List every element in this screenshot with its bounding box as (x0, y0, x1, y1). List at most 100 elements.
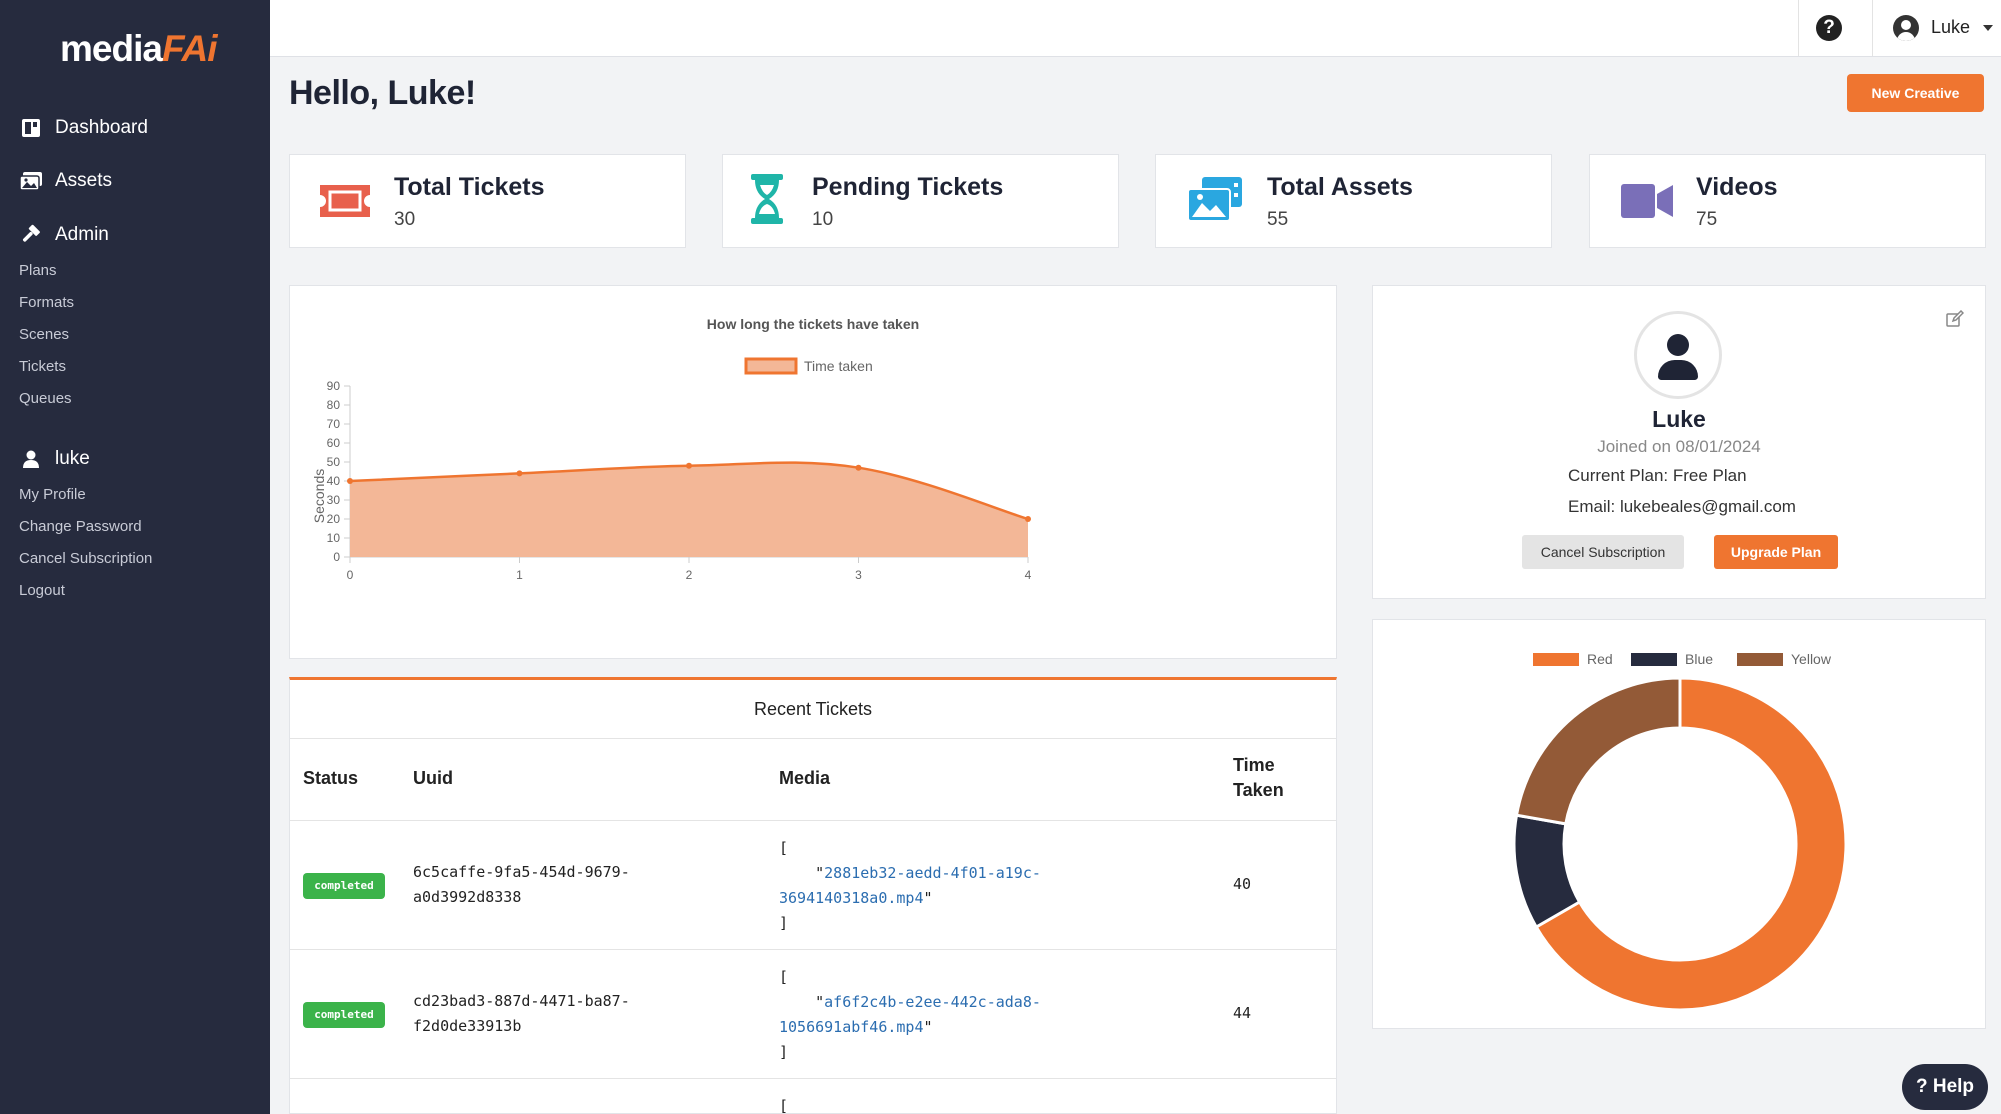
sidebar-item-label: Admin (55, 224, 109, 245)
x-tick-label: 0 (347, 568, 354, 582)
page-title: Hello, Luke! (289, 74, 476, 112)
data-point (855, 464, 862, 471)
legend-label: Yellow (1791, 651, 1832, 667)
new-creative-button[interactable]: New Creative (1847, 74, 1984, 112)
legend-swatch-time-taken (744, 357, 798, 375)
y-tick-label: 70 (327, 417, 341, 431)
sidebar-item-plans[interactable]: Plans (19, 262, 57, 279)
upgrade-plan-button[interactable]: Upgrade Plan (1714, 535, 1838, 569)
chevron-down-icon[interactable] (1983, 25, 1993, 31)
doughnut-chart: Red Blue Yellow (1512, 651, 1848, 1012)
uuid-cell: cd23bad3-887d-4471-ba87- f2d0de33913b (413, 992, 630, 1035)
stat-value: 75 (1696, 209, 1718, 230)
legend-swatch-yellow (1737, 653, 1783, 666)
column-header-time: Time (1233, 755, 1275, 775)
sidebar-item-admin[interactable]: Admin (19, 223, 109, 247)
data-point (686, 462, 692, 469)
video-icon (1620, 183, 1674, 224)
stat-value: 10 (812, 209, 834, 230)
legend-label: Red (1587, 651, 1613, 667)
sidebar-item-formats[interactable]: Formats (19, 294, 75, 311)
avatar (1634, 311, 1722, 399)
stat-title: Pending Tickets (812, 173, 1004, 201)
time-cell: 44 (1233, 1004, 1252, 1022)
time-cell: 40 (1233, 875, 1252, 893)
stat-value: 30 (394, 209, 416, 230)
y-tick-label: 50 (327, 455, 341, 469)
stat-card-total-tickets: Total Tickets 30 (289, 154, 686, 248)
plot-area (347, 461, 1031, 557)
stat-card-pending-tickets: Pending Tickets 10 (722, 154, 1119, 248)
sidebar-item-assets[interactable]: Assets (19, 169, 112, 193)
sidebar-item-logout[interactable]: Logout (19, 582, 65, 599)
uuid-cell: 6c5caffe-9fa5-454d-9679- a0d3992d8338 (413, 863, 630, 906)
sidebar-item-queues[interactable]: Queues (19, 390, 72, 407)
media-cell: [ "2881eb32-aedd-4f01-a19c- 3694140318a0… (779, 839, 1041, 932)
sidebar-item-label: luke (55, 448, 90, 469)
ticket-icon (318, 181, 372, 226)
x-tick-label: 1 (516, 568, 523, 582)
user-icon (19, 447, 43, 471)
user-menu-name[interactable]: Luke (1931, 17, 1971, 37)
sidebar-item-tickets[interactable]: Tickets (19, 358, 66, 375)
chart-title: How long the tickets have taken (707, 316, 919, 332)
media-link[interactable]: af6f2c4b-e2ee-442c-ada8- (824, 993, 1041, 1011)
media-cell: [ (779, 1097, 789, 1114)
donut-slice-red (1534, 676, 1848, 1012)
logo[interactable]: mediaFAi (60, 28, 217, 70)
dashboard-icon (19, 116, 43, 140)
data-point (347, 478, 353, 484)
sidebar-item-user[interactable]: luke (19, 447, 90, 471)
stat-card-total-assets: Total Assets 55 (1155, 154, 1552, 248)
cancel-subscription-button[interactable]: Cancel Subscription (1522, 535, 1684, 569)
hourglass-icon (749, 173, 785, 230)
row-divider (290, 1078, 1336, 1079)
column-header-status: Status (303, 768, 359, 788)
recent-tickets-title: Recent Tickets (290, 680, 1336, 739)
y-tick-label: 90 (327, 379, 341, 393)
y-tick-label: 20 (327, 512, 341, 526)
column-header-media: Media (779, 768, 831, 788)
sidebar-item-cancel-subscription[interactable]: Cancel Subscription (19, 550, 153, 567)
user-circle-icon[interactable] (1893, 15, 1919, 41)
data-point (516, 470, 523, 477)
stat-card-videos: Videos 75 (1589, 154, 1986, 248)
stat-title: Videos (1696, 173, 1778, 201)
legend-label: Blue (1685, 651, 1713, 667)
media-link[interactable]: 3694140318a0.mp4 (779, 889, 924, 907)
column-header-uuid: Uuid (413, 768, 453, 788)
profile-email: Email: lukebeales@gmail.com (1568, 497, 1796, 516)
logo-text-fai: FAi (161, 28, 218, 69)
row-divider (290, 820, 1336, 821)
sidebar-item-dashboard[interactable]: Dashboard (19, 116, 148, 140)
status-badge: completed (303, 1002, 385, 1028)
help-button[interactable]: ? Help (1902, 1064, 1988, 1110)
profile-joined: Joined on 08/01/2024 (1597, 437, 1761, 456)
media-link[interactable]: 1056691abf46.mp4 (779, 1018, 924, 1036)
stat-title: Total Assets (1267, 173, 1413, 201)
edit-icon[interactable] (1946, 309, 1965, 333)
y-tick-label: 60 (327, 436, 341, 450)
sidebar-item-scenes[interactable]: Scenes (19, 326, 70, 343)
x-tick-label: 2 (686, 568, 693, 582)
legend-label: Time taken (804, 358, 873, 374)
y-tick-label: 30 (327, 493, 341, 507)
media-cell: [ "af6f2c4b-e2ee-442c-ada8- 1056691abf46… (779, 968, 1041, 1061)
sidebar-item-change-password[interactable]: Change Password (19, 518, 142, 535)
sidebar-item-my-profile[interactable]: My Profile (19, 486, 86, 503)
photo-film-icon (1186, 175, 1244, 228)
sidebar: mediaFAi Dashboard Assets Admin Plans Fo… (0, 0, 270, 1114)
x-tick-label: 4 (1025, 568, 1032, 582)
legend-swatch-red (1533, 653, 1579, 666)
question-circle-icon[interactable]: ? (1816, 15, 1842, 41)
y-tick-label: 80 (327, 398, 341, 412)
y-tick-label: 0 (333, 550, 340, 564)
topbar-divider (1798, 0, 1799, 56)
ticket-time-chart: How long the tickets have taken Time tak… (311, 316, 1032, 582)
media-link[interactable]: 2881eb32-aedd-4f01-a19c- (824, 864, 1041, 882)
profile-name: Luke (1652, 406, 1706, 432)
row-divider (290, 949, 1336, 950)
images-icon (19, 169, 43, 193)
hammer-icon (19, 223, 43, 247)
x-tick-label: 3 (855, 568, 862, 582)
